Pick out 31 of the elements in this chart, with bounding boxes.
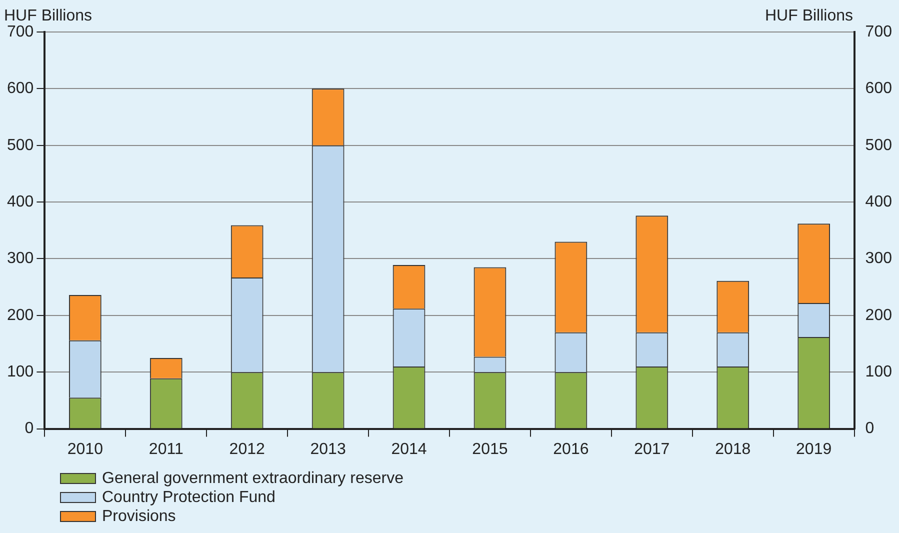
x-tick-label: 2011 <box>148 440 184 458</box>
x-tick-label: 2018 <box>715 440 751 458</box>
y2-tick-label: 500 <box>865 136 892 154</box>
x-tick-label: 2019 <box>796 440 832 458</box>
x-tick-label: 2014 <box>391 440 427 458</box>
y2-tick-label: 300 <box>865 250 892 268</box>
y2-tick-label: 400 <box>865 193 892 210</box>
x-tick-label: 2012 <box>229 440 265 458</box>
y-tick-label: 500 <box>6 136 34 154</box>
y-axis-title: HUF Billions <box>4 7 92 24</box>
x-tick-label: 2013 <box>310 440 346 458</box>
y2-tick-label: 600 <box>865 80 892 98</box>
x-tick-label: 2017 <box>634 440 670 458</box>
y-tick-label: 700 <box>6 23 34 40</box>
y-tick-label: 600 <box>6 80 34 98</box>
y-tick-label: 100 <box>6 364 34 381</box>
y2-tick-label: 0 <box>865 420 874 438</box>
y2-axis-title: HUF Billions <box>764 7 853 24</box>
x-tick-label: 2016 <box>553 440 589 458</box>
legend-label: Country Protection Fund <box>102 488 276 506</box>
legend-label: Provisions <box>102 508 176 526</box>
y2-tick-label: 200 <box>865 306 892 324</box>
y-tick-label: 0 <box>24 420 34 438</box>
legend-label: General government extraordinary reserve <box>102 470 404 488</box>
y2-tick-label: 100 <box>865 364 892 381</box>
y-tick-label: 300 <box>6 250 34 268</box>
x-tick-label: 2015 <box>472 440 508 458</box>
y-tick-label: 200 <box>6 306 34 324</box>
x-tick-label: 2010 <box>67 440 104 458</box>
y2-tick-label: 700 <box>865 23 892 40</box>
y-tick-label: 400 <box>6 193 34 210</box>
